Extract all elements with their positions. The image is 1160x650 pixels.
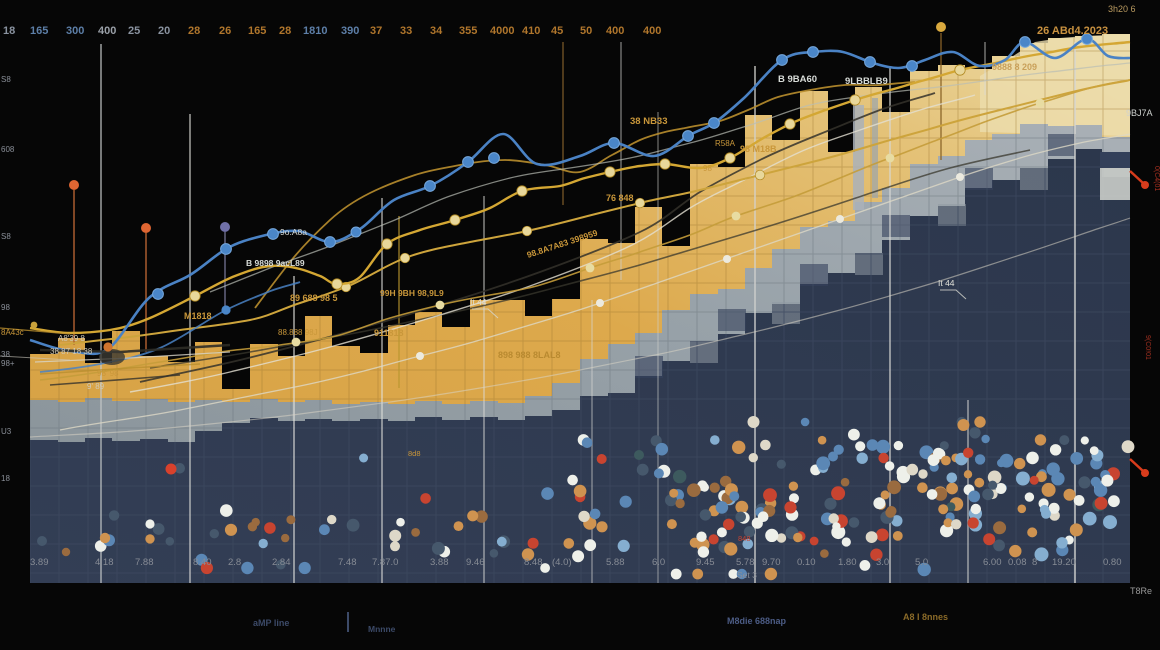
svg-text:3.88: 3.88 [430,557,449,568]
svg-text:9888 8 209: 9888 8 209 [992,62,1037,72]
svg-text:0.10: 0.10 [797,557,816,568]
svg-text:A8 I 8nnes: A8 I 8nnes [903,612,948,622]
svg-text:9(C0!01: 9(C0!01 [1144,335,1151,360]
svg-text:89 688 98 5: 89 688 98 5 [290,293,338,303]
svg-text:28: 28 [188,25,200,37]
svg-text:9LBBLB9: 9LBBLB9 [845,76,888,87]
svg-text:37: 37 [370,25,382,37]
svg-text:0.80: 0.80 [1103,557,1122,568]
svg-text:6.0: 6.0 [652,557,665,568]
svg-text:7.88: 7.88 [135,557,154,568]
svg-text:390: 390 [341,25,359,37]
svg-text:33: 33 [400,25,412,37]
svg-text:99H 9BH 98,9L9: 99H 9BH 98,9L9 [380,288,444,298]
svg-text:9.70: 9.70 [762,557,781,568]
svg-text:38: 38 [1,350,10,359]
svg-text:25: 25 [128,25,140,37]
svg-text:0.08: 0.08 [1008,557,1027,568]
svg-text:28: 28 [279,25,291,37]
svg-text:18: 18 [3,25,15,37]
svg-text:50: 50 [580,25,592,37]
svg-text:M8die 688nap: M8die 688nap [727,616,787,626]
svg-text:848: 848 [738,534,751,543]
svg-text:400: 400 [98,25,116,37]
svg-text:98' 98: 98' 98 [97,369,119,378]
svg-text:165: 165 [30,25,48,37]
svg-text:26: 26 [219,25,231,37]
svg-text:98: 98 [703,164,712,173]
svg-text:T8Re: T8Re [1130,586,1152,596]
svg-text:9o.A8a: 9o.A8a [280,227,307,237]
svg-text:18: 18 [1,474,10,483]
svg-text:400: 400 [606,25,624,37]
svg-text:9' 89: 9' 89 [87,382,105,391]
svg-text:98: 98 [1,303,10,312]
svg-text:7.48: 7.48 [338,557,357,568]
svg-text:It 44: It 44 [470,297,487,307]
svg-text:8d8: 8d8 [408,449,421,458]
svg-text:898 988 8LAL8: 898 988 8LAL8 [498,350,561,360]
svg-text:9BJ7A: 9BJ7A [1126,108,1153,118]
svg-text:(4.0): (4.0) [552,557,572,568]
svg-text:4.18: 4.18 [95,557,114,568]
svg-text:45: 45 [551,25,563,37]
svg-text:U3: U3 [1,427,12,436]
svg-text:3.89: 3.89 [30,557,49,568]
svg-text:911818: 911818 [374,328,404,338]
svg-text:26 ABd4.2023: 26 ABd4.2023 [1037,25,1108,37]
svg-text:7.87.0: 7.87.0 [372,557,398,568]
svg-text:S8: S8 [1,232,11,241]
svg-text:19.20: 19.20 [1052,557,1076,568]
svg-text:98 M18B: 98 M18B [740,144,777,154]
svg-text:2.8: 2.8 [228,557,241,568]
svg-text:M1818: M1818 [184,311,212,321]
svg-text:R58A: R58A [715,139,736,148]
svg-text:4000: 4000 [490,25,514,37]
svg-text:Set 3: Set 3 [737,570,757,580]
svg-text:aMP line: aMP line [253,618,289,628]
svg-text:It 44: It 44 [938,278,955,288]
svg-text:Mnnne: Mnnne [368,624,396,634]
svg-text:165: 165 [248,25,266,37]
svg-text:3h20 6: 3h20 6 [1108,4,1136,14]
svg-text:1810: 1810 [303,25,327,37]
svg-text:38 87 18 38: 38 87 18 38 [50,347,93,356]
svg-text:300: 300 [66,25,84,37]
svg-text:2.84: 2.84 [272,557,291,568]
svg-text:88.888 98J: 88.888 98J [278,328,318,337]
svg-text:9.46: 9.46 [466,557,485,568]
svg-text:8: 8 [1032,557,1037,568]
svg-text:98+: 98+ [1,359,15,368]
svg-text:8.40: 8.40 [193,557,212,568]
svg-text:5.0: 5.0 [915,557,928,568]
svg-text:3.0: 3.0 [876,557,889,568]
svg-text:1.80: 1.80 [838,557,857,568]
svg-text:410: 410 [522,25,540,37]
svg-text:5.78: 5.78 [736,557,755,568]
svg-text:400: 400 [643,25,661,37]
svg-text:6.00: 6.00 [983,557,1002,568]
svg-text:B 9898 9acL89: B 9898 9acL89 [246,258,305,268]
svg-text:76 848: 76 848 [606,193,634,203]
svg-text:0(C4(01: 0(C4(01 [1153,166,1160,191]
svg-text:S8: S8 [1,75,11,84]
svg-text:A8'39 8: A8'39 8 [58,334,85,343]
svg-text:8A43c: 8A43c [1,328,24,337]
svg-text:B 9BA60: B 9BA60 [778,74,817,85]
svg-text:38 NB33: 38 NB33 [630,116,668,127]
svg-text:34: 34 [430,25,443,37]
svg-text:8.48: 8.48 [524,557,543,568]
svg-text:355: 355 [459,25,477,37]
svg-text:9.45: 9.45 [696,557,715,568]
svg-text:20: 20 [158,25,170,37]
svg-text:5.88: 5.88 [606,557,625,568]
svg-text:608: 608 [1,145,15,154]
